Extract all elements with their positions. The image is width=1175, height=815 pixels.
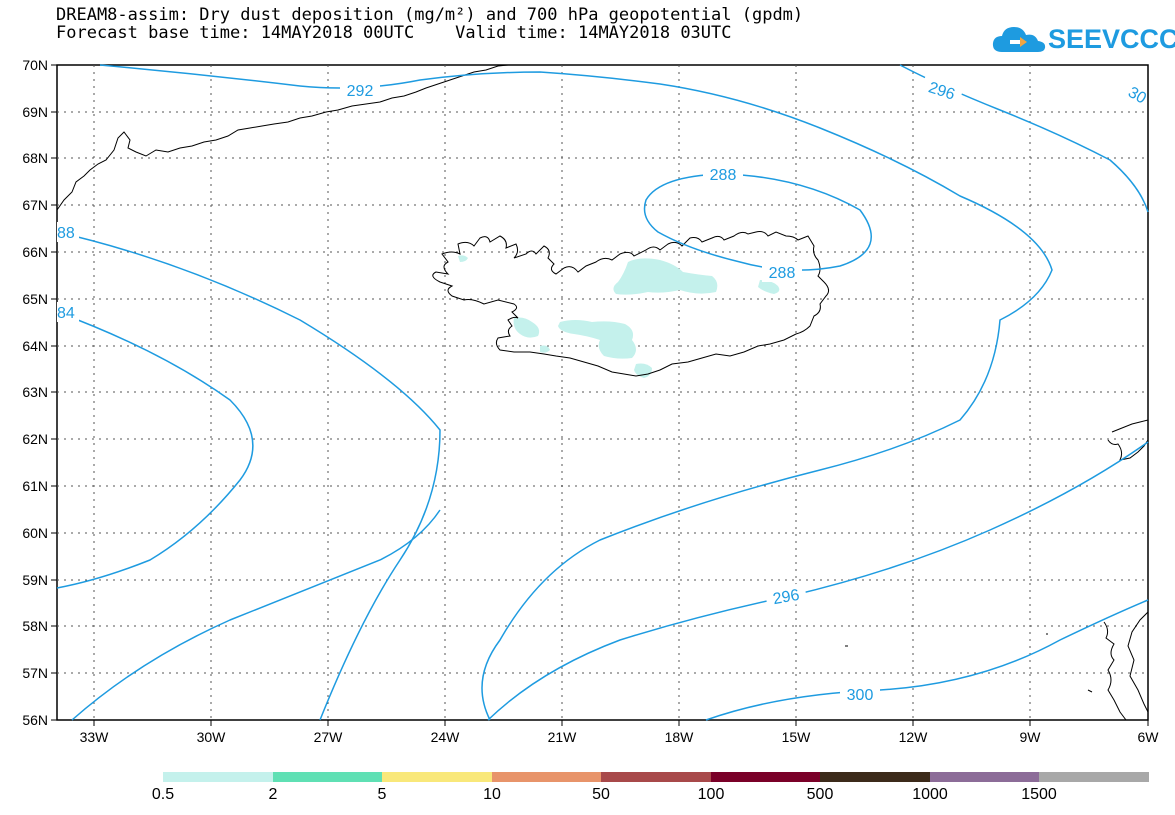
dust-deposition-areas xyxy=(458,255,780,378)
map-subtitle: Forecast base time: 14MAY2018 00UTC Vali… xyxy=(56,23,732,43)
legend-swatch xyxy=(382,772,492,782)
lat-label: 58N xyxy=(22,618,48,634)
graticule xyxy=(57,65,1148,720)
coastlines xyxy=(56,64,1149,721)
cloud-logo-icon xyxy=(992,27,1046,52)
latitude-labels: 70N 69N 68N 67N 66N 65N 64N 63N 62N 61N … xyxy=(22,57,48,728)
legend-label: 1500 xyxy=(1021,786,1057,803)
scotland-coast xyxy=(1103,611,1149,721)
lat-label: 65N xyxy=(22,291,48,307)
legend-label: 0.5 xyxy=(151,786,175,803)
contour-292-north xyxy=(99,64,1053,721)
lon-label: 33W xyxy=(80,729,110,745)
faroe-shetland-coast xyxy=(1107,439,1149,461)
lat-label: 62N xyxy=(22,431,48,447)
legend-label: 500 xyxy=(806,786,834,803)
legend-swatch xyxy=(820,772,930,782)
lat-label: 63N xyxy=(22,384,48,400)
color-legend-bar xyxy=(163,772,1149,782)
contour-label-296-mid: 296 xyxy=(772,587,801,608)
small-islands xyxy=(845,633,1093,693)
map-title: DREAM8-assim: Dry dust deposition (mg/m²… xyxy=(56,5,804,25)
legend-swatch xyxy=(929,772,1039,782)
norway-coast-north xyxy=(1111,419,1149,433)
legend-label: 2 xyxy=(268,786,278,803)
lon-label: 6W xyxy=(1138,729,1160,745)
lat-label: 56N xyxy=(22,712,48,728)
lon-label: 30W xyxy=(197,729,227,745)
lat-label: 70N xyxy=(22,57,48,73)
lat-label: 69N xyxy=(22,104,48,120)
contour-300 xyxy=(705,599,1149,721)
legend-label: 10 xyxy=(483,786,501,803)
lon-label: 12W xyxy=(899,729,929,745)
lat-label: 66N xyxy=(22,244,48,260)
contour-labels: 292 296 30 288 288 88 84 296 300 xyxy=(57,74,1149,704)
iceland-coast xyxy=(432,231,830,377)
contour-label-300: 300 xyxy=(847,687,874,704)
contour-284-west xyxy=(56,311,254,589)
logo-text: SEEVCCC xyxy=(1048,24,1175,54)
contour-label-88-edge: 88 xyxy=(57,225,75,242)
legend-swatch xyxy=(491,772,601,782)
legend-swatch xyxy=(163,772,273,782)
lon-label: 18W xyxy=(665,729,695,745)
contour-296-south xyxy=(71,509,441,721)
legend-swatch xyxy=(1039,772,1149,782)
contour-296-mid xyxy=(487,441,1149,721)
lat-label: 68N xyxy=(22,150,48,166)
lon-label: 27W xyxy=(314,729,344,745)
lat-label: 61N xyxy=(22,478,48,494)
contour-label-30-edge: 30 xyxy=(1125,84,1149,108)
lat-label: 59N xyxy=(22,572,48,588)
map-frame xyxy=(56,64,1149,721)
contour-label-84-edge: 84 xyxy=(57,305,75,322)
axis-ticks xyxy=(51,64,1149,726)
contour-288-west xyxy=(56,231,441,721)
lat-label: 64N xyxy=(22,338,48,354)
contour-label-288-low: 288 xyxy=(769,265,796,282)
legend-swatch xyxy=(601,772,711,782)
lon-label: 21W xyxy=(548,729,578,745)
lat-label: 60N xyxy=(22,525,48,541)
lon-label: 15W xyxy=(782,729,812,745)
geopotential-contours xyxy=(56,64,1149,721)
legend-swatch xyxy=(272,772,382,782)
lon-label: 24W xyxy=(431,729,461,745)
legend-label: 100 xyxy=(697,786,725,803)
legend-label: 50 xyxy=(592,786,610,803)
legend-label: 1000 xyxy=(912,786,948,803)
longitude-labels: 33W 30W 27W 24W 21W 18W 15W 12W 9W 6W xyxy=(80,729,1160,745)
contour-label-292: 292 xyxy=(347,83,374,100)
legend-swatch xyxy=(710,772,820,782)
contour-label-288-top: 288 xyxy=(710,167,737,184)
lon-label: 9W xyxy=(1020,729,1042,745)
lat-label: 57N xyxy=(22,665,48,681)
legend-label: 5 xyxy=(377,786,387,803)
lat-label: 67N xyxy=(22,197,48,213)
greenland-coast xyxy=(56,64,509,211)
